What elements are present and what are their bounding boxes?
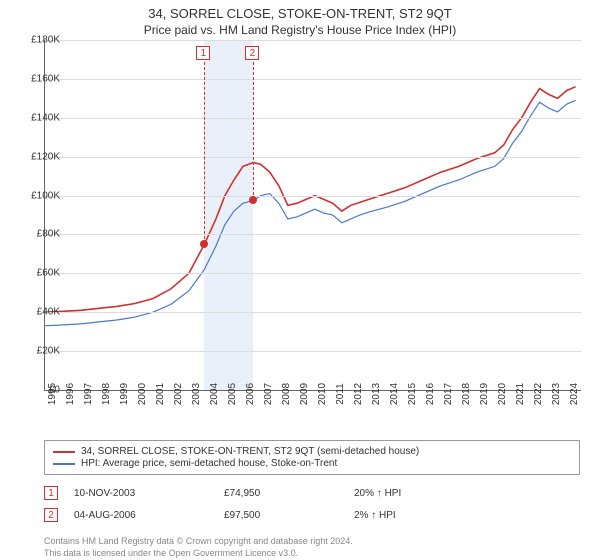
marker-box: 2 — [245, 46, 259, 60]
marker-vline — [253, 62, 254, 200]
series-line — [45, 87, 576, 313]
x-tick-label: 2012 — [353, 383, 364, 405]
legend-label: HPI: Average price, semi-detached house,… — [81, 458, 337, 469]
x-tick-label: 2018 — [461, 383, 472, 405]
plot-area — [44, 40, 581, 391]
chart-subtitle: Price paid vs. HM Land Registry's House … — [0, 21, 600, 37]
gridline — [45, 118, 581, 119]
footnote-line1: Contains HM Land Registry data © Crown c… — [44, 536, 580, 548]
marker-box: 1 — [196, 46, 210, 60]
gridline — [45, 351, 581, 352]
x-tick-label: 2003 — [191, 383, 202, 405]
y-tick-label: £80K — [37, 229, 60, 240]
x-tick-label: 2008 — [281, 383, 292, 405]
legend-swatch — [53, 463, 75, 465]
footnote: Contains HM Land Registry data © Crown c… — [44, 536, 580, 559]
sale-price: £97,500 — [224, 510, 354, 521]
x-tick-label: 2015 — [407, 383, 418, 405]
y-tick-label: £100K — [31, 190, 60, 201]
x-tick-label: 1997 — [83, 383, 94, 405]
x-tick-label: 2004 — [209, 383, 220, 405]
x-tick-label: 2017 — [443, 383, 454, 405]
y-tick-label: £160K — [31, 73, 60, 84]
gridline — [45, 196, 581, 197]
sale-marker: 1 — [44, 486, 58, 500]
x-tick-label: 2019 — [479, 383, 490, 405]
footnote-line2: This data is licensed under the Open Gov… — [44, 548, 580, 560]
sale-dot — [249, 196, 257, 204]
x-tick-label: 2020 — [497, 383, 508, 405]
x-tick-label: 1995 — [47, 383, 58, 405]
x-tick-label: 2022 — [533, 383, 544, 405]
x-tick-label: 2021 — [515, 383, 526, 405]
x-tick-label: 2002 — [173, 383, 184, 405]
legend: 34, SORREL CLOSE, STOKE-ON-TRENT, ST2 9Q… — [44, 440, 580, 475]
marker-vline — [204, 62, 205, 244]
sale-date: 04-AUG-2006 — [74, 510, 224, 521]
x-tick-label: 2010 — [317, 383, 328, 405]
legend-swatch — [53, 451, 75, 453]
sale-price: £74,950 — [224, 488, 354, 499]
chart-title: 34, SORREL CLOSE, STOKE-ON-TRENT, ST2 9Q… — [0, 0, 600, 21]
gridline — [45, 312, 581, 313]
gridline — [45, 79, 581, 80]
gridline — [45, 40, 581, 41]
legend-item: HPI: Average price, semi-detached house,… — [53, 458, 571, 469]
x-tick-label: 2007 — [263, 383, 274, 405]
sale-date: 10-NOV-2003 — [74, 488, 224, 499]
legend-item: 34, SORREL CLOSE, STOKE-ON-TRENT, ST2 9Q… — [53, 446, 571, 457]
x-tick-label: 2009 — [299, 383, 310, 405]
gridline — [45, 157, 581, 158]
x-tick-label: 2011 — [335, 383, 346, 405]
y-tick-label: £120K — [31, 151, 60, 162]
x-tick-label: 2001 — [155, 383, 166, 405]
chart-container: 34, SORREL CLOSE, STOKE-ON-TRENT, ST2 9Q… — [0, 0, 600, 560]
sale-dot — [200, 240, 208, 248]
x-tick-label: 2023 — [551, 383, 562, 405]
gridline — [45, 234, 581, 235]
x-tick-label: 1998 — [101, 383, 112, 405]
sale-delta: 20% ↑ HPI — [354, 488, 401, 499]
series-line — [45, 100, 576, 325]
y-tick-label: £60K — [37, 268, 60, 279]
sale-row: 2 04-AUG-2006£97,5002% ↑ HPI — [44, 508, 580, 522]
x-tick-label: 2000 — [137, 383, 148, 405]
x-tick-label: 2024 — [569, 383, 580, 405]
sale-delta: 2% ↑ HPI — [354, 510, 396, 521]
x-tick-label: 2006 — [245, 383, 256, 405]
y-tick-label: £40K — [37, 307, 60, 318]
sale-row: 1 10-NOV-2003£74,95020% ↑ HPI — [44, 486, 580, 500]
x-tick-label: 1996 — [65, 383, 76, 405]
line-series-svg — [45, 40, 581, 390]
gridline — [45, 273, 581, 274]
y-tick-label: £180K — [31, 35, 60, 46]
x-tick-label: 2013 — [371, 383, 382, 405]
x-tick-label: 2014 — [389, 383, 400, 405]
x-tick-label: 1999 — [119, 383, 130, 405]
legend-label: 34, SORREL CLOSE, STOKE-ON-TRENT, ST2 9Q… — [81, 446, 419, 457]
y-tick-label: £20K — [37, 346, 60, 357]
y-tick-label: £140K — [31, 112, 60, 123]
x-tick-label: 2005 — [227, 383, 238, 405]
sale-marker: 2 — [44, 508, 58, 522]
x-tick-label: 2016 — [425, 383, 436, 405]
